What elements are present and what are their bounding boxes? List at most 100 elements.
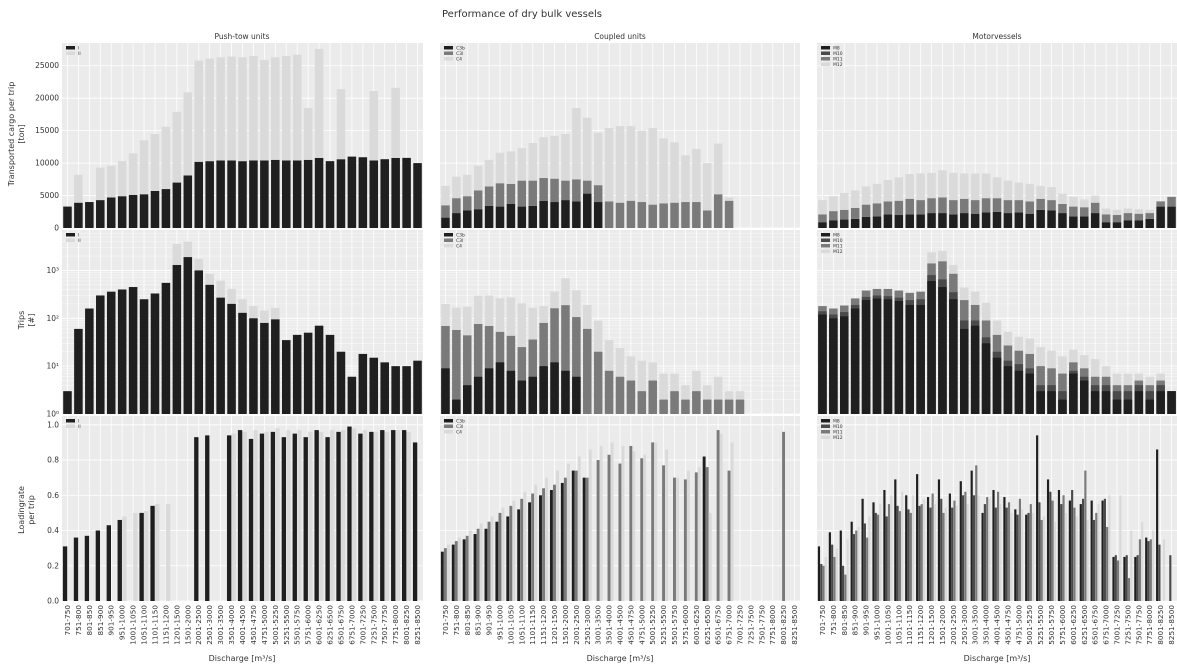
col-title-push-tow: Push-tow units bbox=[215, 32, 270, 41]
bar-m8 bbox=[905, 495, 908, 601]
bar-m11 bbox=[1101, 214, 1111, 223]
bar-m12 bbox=[829, 196, 838, 212]
bar-c3l bbox=[473, 323, 483, 414]
bar-m11 bbox=[872, 203, 882, 217]
bar-c3l bbox=[498, 512, 502, 601]
bar-c3b bbox=[506, 370, 516, 414]
bar-total-remainder bbox=[637, 130, 647, 133]
x-tick-label: 1201-1500 bbox=[172, 605, 181, 645]
bar-m11 bbox=[1029, 504, 1032, 601]
bar-total-remainder bbox=[271, 57, 280, 160]
bar-i bbox=[117, 519, 122, 601]
x-tick-label: 3001-3500 bbox=[216, 605, 225, 645]
bar-m10 bbox=[1060, 504, 1063, 601]
bar-m12 bbox=[818, 200, 827, 215]
bar-c3l bbox=[694, 472, 698, 601]
bar-m10 bbox=[1136, 555, 1139, 601]
bar-m11 bbox=[1156, 201, 1165, 207]
x-tick-label: 6251-6500 bbox=[1080, 605, 1089, 645]
bar-c3b bbox=[572, 376, 581, 414]
bar-m12 bbox=[977, 495, 980, 601]
bar-m8 bbox=[905, 304, 914, 414]
x-tick-label: 2001-2500 bbox=[949, 605, 958, 645]
legend-entry: M11 bbox=[833, 57, 843, 63]
bar-m8 bbox=[992, 490, 995, 601]
bar-c3b bbox=[484, 528, 488, 601]
bar-c3l bbox=[473, 190, 483, 210]
x-tick-label: 701-750 bbox=[441, 605, 450, 636]
bar-i bbox=[358, 433, 363, 601]
bar-i bbox=[303, 332, 313, 414]
bar-i bbox=[227, 160, 236, 228]
bar-i bbox=[63, 206, 72, 228]
bar-m11 bbox=[953, 500, 956, 601]
bar-i bbox=[194, 437, 199, 601]
bar-m11 bbox=[949, 200, 958, 215]
bar-total-remainder bbox=[1025, 183, 1034, 186]
x-tick-label: 3501-4000 bbox=[982, 605, 991, 645]
bar-c3l bbox=[550, 178, 559, 203]
bar-m8 bbox=[861, 498, 864, 601]
bar-total-remainder bbox=[172, 111, 182, 183]
legend-entry: M12 bbox=[833, 249, 843, 255]
bar-m12 bbox=[1123, 208, 1133, 214]
bar-m8 bbox=[1036, 209, 1045, 228]
bar-m11 bbox=[1073, 507, 1076, 601]
bar-total-remainder bbox=[216, 57, 225, 161]
legend-swatch bbox=[821, 238, 830, 242]
bar-m11 bbox=[877, 514, 880, 601]
legend-entry: M8 bbox=[833, 46, 840, 52]
bar-total-remainder bbox=[314, 48, 324, 158]
x-tick-label: 851-900 bbox=[851, 605, 860, 636]
bar-c4 bbox=[561, 133, 570, 181]
bar-i bbox=[106, 291, 116, 414]
x-tick-label: 6501-6750 bbox=[1091, 605, 1100, 645]
legend-swatch bbox=[821, 233, 830, 237]
bar-m8 bbox=[1112, 556, 1115, 601]
bar-m12 bbox=[916, 173, 925, 201]
bar-i bbox=[194, 161, 204, 228]
bar-m8 bbox=[981, 343, 991, 414]
legend-entry: C3l bbox=[456, 238, 463, 244]
bar-c3l bbox=[727, 470, 731, 601]
bar-m11 bbox=[1025, 201, 1034, 214]
x-tick-label: 751-800 bbox=[829, 605, 838, 636]
bar-i bbox=[281, 340, 291, 414]
bar-c3l bbox=[659, 203, 668, 228]
bar-m8 bbox=[1123, 556, 1126, 601]
bar-m8 bbox=[1134, 391, 1144, 414]
bar-c4 bbox=[545, 477, 549, 601]
bar-i bbox=[314, 430, 319, 601]
x-tick-label: 1101-1150 bbox=[528, 605, 537, 645]
bar-m8 bbox=[927, 213, 936, 228]
x-tick-label: 2501-3000 bbox=[205, 605, 214, 645]
bar-m8 bbox=[817, 546, 821, 601]
bar-c3b bbox=[440, 551, 444, 601]
bar-m10 bbox=[863, 523, 866, 601]
x-tick-label: 6001-6250 bbox=[1069, 605, 1078, 645]
bar-c3l bbox=[604, 201, 614, 228]
bar-m8 bbox=[840, 219, 849, 228]
bar-m11 bbox=[855, 530, 858, 601]
bar-m11 bbox=[1117, 560, 1120, 601]
bar-total-remainder bbox=[369, 91, 379, 161]
ylabel-trips-line2: [#] bbox=[27, 314, 36, 327]
bar-i bbox=[260, 322, 269, 414]
bar-ii bbox=[275, 428, 280, 601]
bar-i bbox=[281, 437, 287, 601]
x-tick-label: 1151-1200 bbox=[161, 605, 170, 645]
x-tick-label: 6501-6750 bbox=[714, 605, 723, 645]
bar-m12 bbox=[988, 498, 991, 601]
bar-c4 bbox=[468, 530, 472, 601]
bar-total-remainder bbox=[970, 173, 980, 175]
bar-c3l bbox=[517, 180, 527, 207]
bar-c4 bbox=[626, 126, 636, 201]
x-tick-label: 1151-1200 bbox=[916, 605, 925, 645]
legend: III bbox=[66, 233, 81, 244]
x-tick-label: 6251-6500 bbox=[326, 605, 335, 645]
bar-m8 bbox=[1156, 391, 1165, 414]
bar-m8 bbox=[1036, 435, 1039, 601]
bar-total-remainder bbox=[139, 140, 149, 195]
bar-total-remainder bbox=[648, 128, 657, 130]
